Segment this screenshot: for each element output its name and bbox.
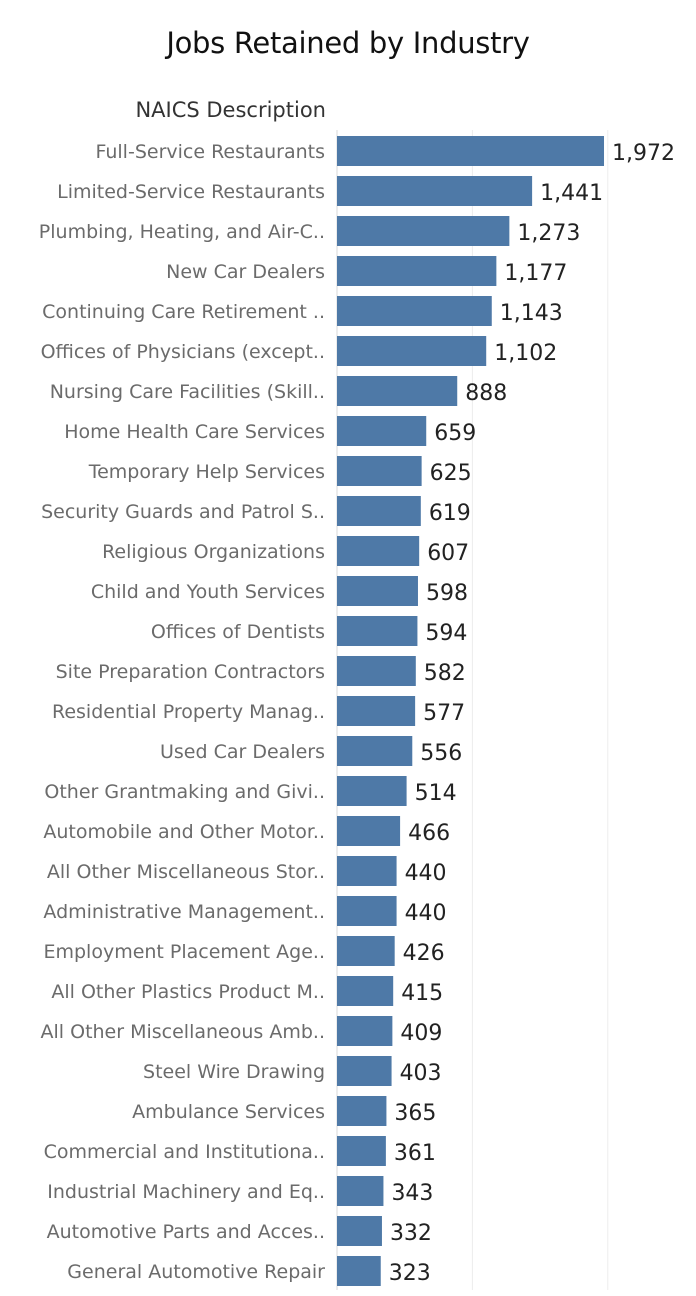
value-label: 514 [415, 781, 457, 806]
value-label: 440 [405, 901, 447, 926]
bar [337, 176, 533, 206]
category-label: All Other Miscellaneous Stor.. [47, 861, 325, 883]
category-label: Home Health Care Services [64, 421, 325, 443]
category-label: Employment Placement Age.. [43, 941, 325, 963]
value-label: 415 [401, 981, 443, 1006]
bar [337, 976, 394, 1006]
value-label: 466 [408, 821, 450, 846]
category-label: Offices of Physicians (except.. [41, 341, 325, 363]
chart-title: Jobs Retained by Industry [166, 26, 530, 60]
bar [337, 1056, 392, 1086]
category-label: Automobile and Other Motor.. [43, 821, 325, 843]
bar [337, 296, 492, 326]
bar [337, 816, 401, 846]
bar [337, 696, 416, 726]
category-label: All Other Miscellaneous Amb.. [41, 1021, 325, 1043]
bar [337, 256, 497, 286]
value-label: 332 [390, 1221, 432, 1246]
category-label: Automotive Parts and Acces.. [47, 1221, 325, 1243]
category-label: Administrative Management.. [43, 901, 325, 923]
bar [337, 216, 510, 246]
category-label: Offices of Dentists [151, 621, 325, 643]
value-label: 619 [429, 501, 471, 526]
value-label: 598 [426, 581, 468, 606]
bar [337, 1136, 386, 1166]
value-label: 365 [394, 1101, 436, 1126]
category-label: Site Preparation Contractors [56, 661, 325, 683]
value-label: 1,273 [517, 221, 580, 246]
value-label: 1,972 [612, 141, 675, 166]
value-label: 1,143 [500, 301, 563, 326]
category-label: Plumbing, Heating, and Air-C.. [39, 221, 325, 243]
value-label: 607 [427, 541, 469, 566]
value-label: 361 [394, 1141, 436, 1166]
bar [337, 856, 397, 886]
category-label: General Automotive Repair [67, 1261, 325, 1283]
bar [337, 896, 397, 926]
bar [337, 136, 605, 166]
value-label: 888 [465, 381, 507, 406]
value-label: 1,441 [540, 181, 603, 206]
value-label: 409 [400, 1021, 442, 1046]
category-label: Full-Service Restaurants [95, 141, 325, 163]
value-label: 582 [424, 661, 466, 686]
category-label: Industrial Machinery and Eq.. [47, 1181, 325, 1203]
bar [337, 336, 487, 366]
row-header: NAICS Description [135, 98, 326, 122]
category-label: Continuing Care Retirement .. [42, 301, 325, 323]
value-label: 556 [420, 741, 462, 766]
bar [337, 536, 420, 566]
category-label: Religious Organizations [102, 541, 325, 563]
category-label: New Car Dealers [166, 261, 325, 283]
value-label: 1,177 [504, 261, 567, 286]
category-label: Limited-Service Restaurants [57, 181, 325, 203]
value-label: 343 [391, 1181, 433, 1206]
value-label: 577 [423, 701, 465, 726]
category-label: All Other Plastics Product M.. [51, 981, 325, 1003]
value-label: 659 [434, 421, 476, 446]
bar [337, 1256, 381, 1286]
bar [337, 416, 427, 446]
bar [337, 496, 421, 526]
category-label: Child and Youth Services [91, 581, 325, 603]
category-label: Steel Wire Drawing [143, 1061, 325, 1083]
bar [337, 656, 416, 686]
category-label: Nursing Care Facilities (Skill.. [50, 381, 325, 403]
category-label: Other Grantmaking and Givi.. [44, 781, 325, 803]
bar [337, 736, 413, 766]
category-label: Commercial and Institutiona.. [44, 1141, 325, 1163]
value-label: 403 [400, 1061, 442, 1086]
value-label: 426 [403, 941, 445, 966]
bar [337, 1176, 384, 1206]
value-label: 1,102 [494, 341, 557, 366]
category-label: Temporary Help Services [88, 461, 325, 483]
category-label: Used Car Dealers [160, 741, 325, 763]
category-label: Security Guards and Patrol S.. [41, 501, 325, 523]
bar [337, 576, 418, 606]
value-label: 440 [405, 861, 447, 886]
bar [337, 1096, 387, 1126]
bar [337, 776, 407, 806]
category-label: Ambulance Services [132, 1101, 325, 1123]
value-label: 594 [425, 621, 467, 646]
value-label: 323 [389, 1261, 431, 1286]
category-label: Residential Property Manag.. [52, 701, 325, 723]
bar [337, 376, 458, 406]
bar [337, 616, 418, 646]
bar [337, 1216, 382, 1246]
bar [337, 1016, 393, 1046]
bar [337, 936, 395, 966]
value-label: 625 [430, 461, 472, 486]
bar [337, 456, 422, 486]
